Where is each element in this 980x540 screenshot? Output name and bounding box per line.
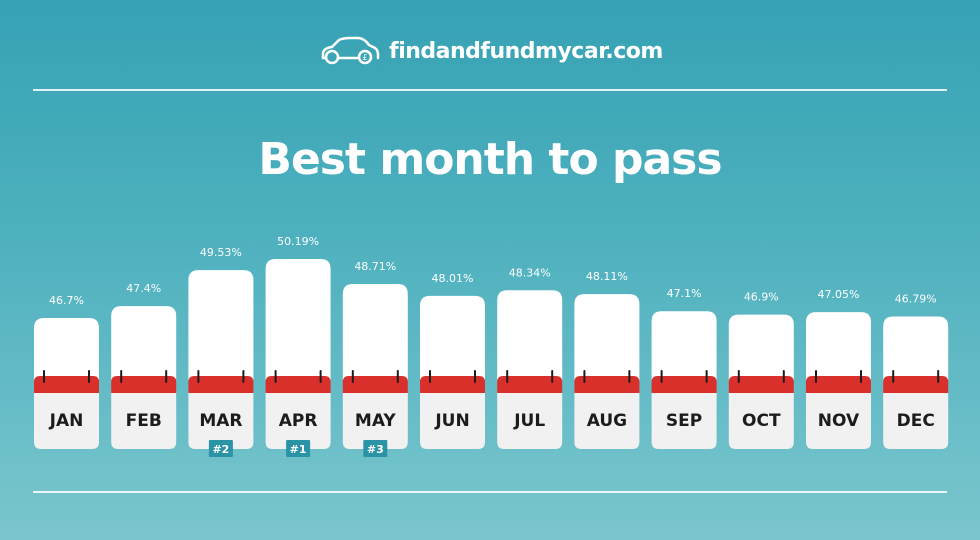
month-label-aug: AUG [587, 411, 627, 431]
bar-nov [806, 312, 871, 380]
bar-apr [265, 259, 331, 380]
calendar-band-jul [497, 376, 563, 393]
value-label-aug: 48.11% [586, 270, 628, 283]
calendar-bottom-oct [728, 391, 794, 449]
calendar-bottom-jan [34, 391, 99, 449]
top-divider [33, 89, 947, 91]
calendar-band-dec [883, 376, 949, 393]
month-label-jun: JUN [434, 411, 469, 431]
bottom-divider [33, 491, 947, 493]
calendar-bottom-may [342, 391, 408, 449]
rank-label-mar: #2 [212, 443, 229, 456]
rank-label-may: #3 [367, 443, 384, 456]
bar-may [342, 284, 408, 380]
month-label-mar: MAR [199, 411, 242, 431]
value-label-apr: 50.19% [277, 235, 319, 248]
value-label-mar: 49.53% [200, 246, 242, 259]
month-label-sep: SEP [666, 411, 702, 431]
calendar-band-oct [728, 376, 794, 393]
month-label-may: MAY [355, 411, 396, 431]
bar-mar [188, 270, 254, 380]
brand-header: £ findandfundmycar.com [0, 34, 980, 68]
brand-name: findandfundmycar.com [389, 38, 663, 64]
calendar-band-nov [806, 376, 871, 393]
calendar-band-may [342, 376, 408, 393]
calendar-bottom-dec [883, 391, 949, 449]
calendar-band-aug [574, 376, 640, 393]
month-label-nov: NOV [818, 411, 860, 431]
calendar-bottom-jul [497, 391, 563, 449]
bar-oct [728, 314, 794, 380]
calendar-band-mar [188, 376, 254, 393]
calendar-bottom-apr [265, 391, 331, 449]
calendar-bottom-jun [420, 391, 485, 449]
value-label-jul: 48.34% [509, 266, 551, 279]
rank-badge-apr [286, 440, 311, 457]
calendar-band-feb [111, 376, 177, 393]
bar-sep [651, 311, 717, 380]
calendar-bottom-nov [806, 391, 871, 449]
bar-jul [497, 290, 563, 380]
bar-aug [574, 294, 640, 380]
value-label-jun: 48.01% [432, 272, 474, 285]
value-label-jan: 46.7% [49, 294, 84, 307]
value-label-feb: 47.4% [126, 282, 161, 295]
car-outline-icon: £ [321, 36, 380, 65]
calendar-band-jan [34, 376, 99, 393]
calendar-bottom-aug [574, 391, 640, 449]
rank-badge-mar [208, 440, 233, 457]
month-label-oct: OCT [742, 411, 781, 431]
month-label-jan: JAN [49, 411, 84, 431]
value-label-nov: 47.05% [818, 288, 860, 301]
calendar-bottom-feb [111, 391, 177, 449]
month-label-feb: FEB [126, 411, 162, 431]
calendar-band-apr [265, 376, 331, 393]
calendar-band-jun [420, 376, 485, 393]
value-label-oct: 46.9% [744, 291, 779, 304]
calendar-bottom-mar [188, 391, 254, 449]
month-label-jul: JUL [513, 411, 545, 431]
bar-feb [111, 306, 177, 380]
value-label-sep: 47.1% [667, 287, 702, 300]
value-label-may: 48.71% [354, 260, 396, 273]
value-label-dec: 46.79% [895, 292, 937, 305]
month-label-dec: DEC [897, 411, 935, 431]
chart-title: Best month to pass [258, 134, 722, 185]
month-label-apr: APR [279, 411, 318, 431]
bar-dec [883, 316, 949, 380]
calendar-band-sep [651, 376, 717, 393]
bar-jun [420, 295, 485, 380]
rank-label-apr: #1 [290, 443, 307, 456]
calendar-bottom-sep [651, 391, 717, 449]
rank-badge-may [363, 440, 388, 457]
svg-text:£: £ [363, 53, 368, 62]
bar-jan [34, 318, 99, 380]
